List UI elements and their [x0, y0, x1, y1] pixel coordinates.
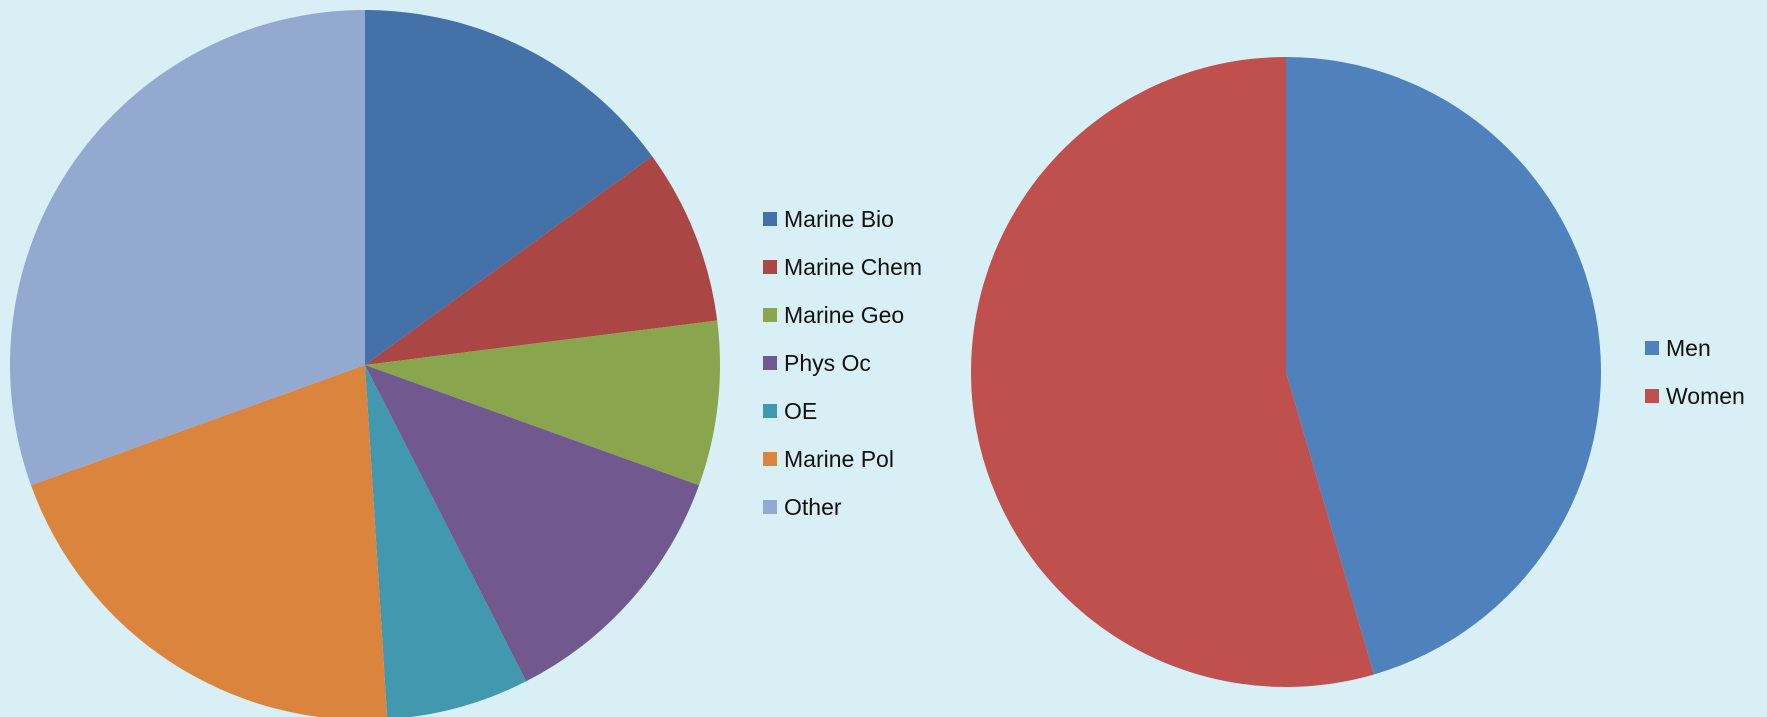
legend-label: Marine Pol — [784, 445, 894, 472]
pie-slice-marine-pol — [30, 365, 388, 717]
legend-label: Men — [1666, 334, 1711, 361]
legend-swatch — [763, 452, 777, 466]
pie-slice-women — [971, 57, 1374, 687]
legend-swatch — [763, 308, 777, 322]
legend-label: Marine Geo — [784, 301, 905, 328]
legend-item-marine-pol: Marine Pol — [763, 435, 922, 483]
legend-label: Marine Bio — [784, 205, 894, 232]
legend-swatch — [1645, 341, 1659, 355]
legend-item-oe: OE — [763, 387, 922, 435]
pie-slice-marine-chem — [365, 156, 718, 365]
legend-swatch — [763, 500, 777, 514]
legend-swatch — [1645, 389, 1659, 403]
pie-slice-marine-geo — [365, 320, 721, 486]
legend-label: Marine Chem — [784, 253, 923, 280]
legend-swatch — [763, 404, 777, 418]
legend-gender: Men Women — [1645, 324, 1745, 420]
legend-swatch — [763, 212, 777, 226]
pie-chart-disciplines — [10, 10, 721, 717]
legend-label: OE — [784, 397, 818, 424]
pie-slice-other — [10, 10, 365, 486]
legend-item-marine-geo: Marine Geo — [763, 291, 922, 339]
legend-item-men: Men — [1645, 324, 1745, 372]
legend-item-marine-bio: Marine Bio — [763, 195, 922, 243]
legend-swatch — [763, 356, 777, 370]
pie-slice-phys-oc — [365, 365, 700, 682]
legend-item-other: Other — [763, 483, 922, 531]
legend-item-marine-chem: Marine Chem — [763, 243, 922, 291]
pie-slice-marine-bio — [365, 10, 653, 365]
legend-label: Other — [784, 493, 842, 520]
legend-item-women: Women — [1645, 372, 1745, 420]
legend-disciplines: Marine Bio Marine Chem Marine Geo Phys Oc OE… — [763, 195, 922, 531]
pie-chart-gender — [971, 57, 1601, 687]
pie-slice-men — [1286, 57, 1601, 675]
legend-label: Women — [1666, 382, 1745, 409]
pie-slice-oe — [365, 365, 527, 717]
legend-label: Phys Oc — [784, 349, 871, 376]
legend-swatch — [763, 260, 777, 274]
legend-item-phys-oc: Phys Oc — [763, 339, 922, 387]
